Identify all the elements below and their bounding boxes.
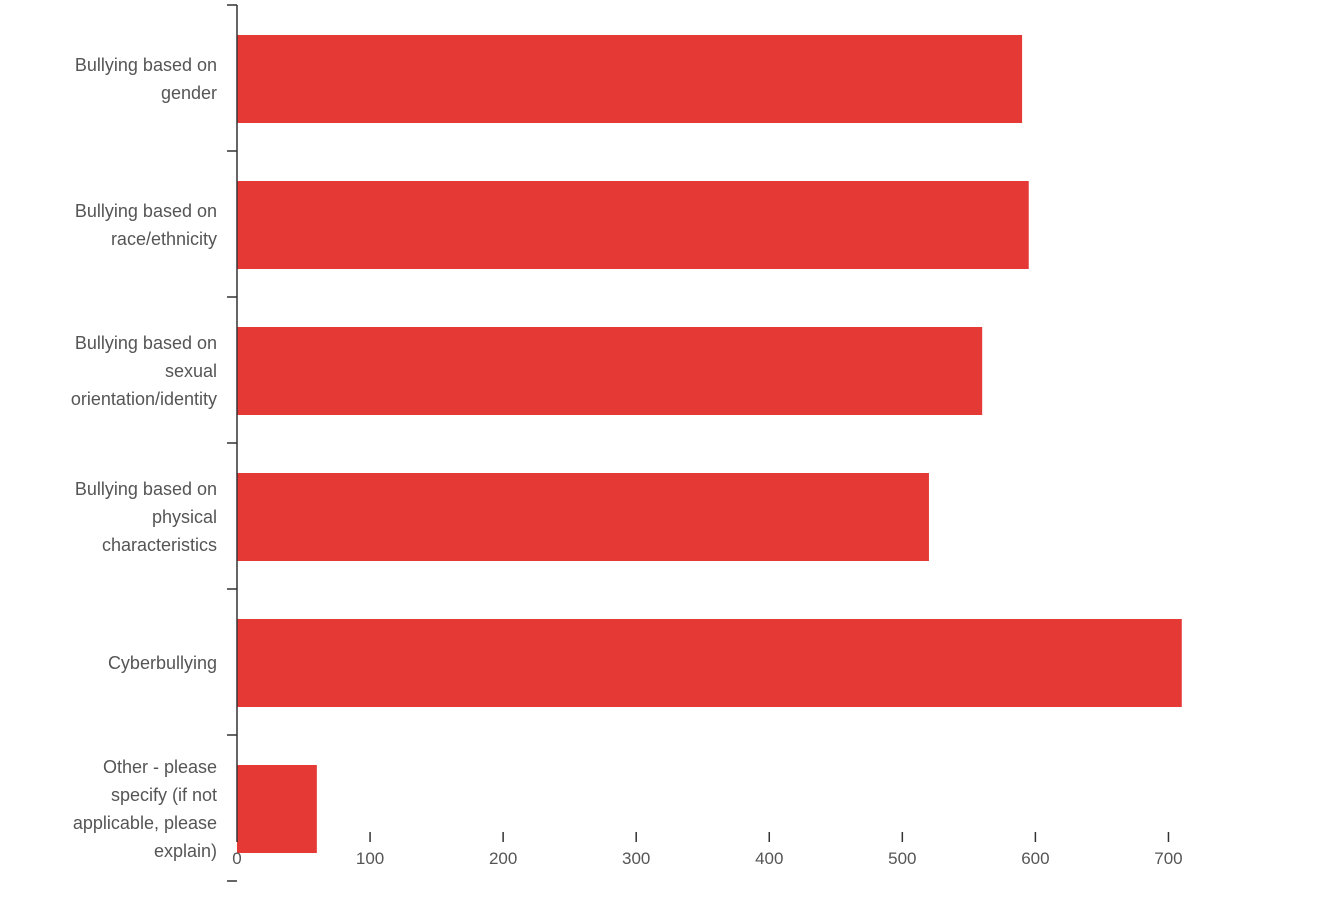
bars-layer xyxy=(237,35,1182,853)
category-label-5: Other - please specify (if not applicable,… xyxy=(73,757,217,861)
bar-2 xyxy=(237,327,983,415)
bar-0 xyxy=(237,35,1023,123)
category-label-4: Cyberbullying xyxy=(108,653,217,673)
category-label-line: explain) xyxy=(154,841,217,861)
x-tick-label-7: 700 xyxy=(1154,849,1182,868)
category-label-line: gender xyxy=(161,83,217,103)
x-tick-label-6: 600 xyxy=(1021,849,1049,868)
category-label-line: Bullying based on xyxy=(75,479,217,499)
x-tick-label-4: 400 xyxy=(755,849,783,868)
category-label-1: Bullying based on race/ethnicity xyxy=(75,201,217,249)
x-tick-label-1: 100 xyxy=(356,849,384,868)
axis-layer xyxy=(227,4,1170,882)
category-label-line: race/ethnicity xyxy=(111,229,217,249)
bar-3 xyxy=(237,473,929,561)
category-label-line: sexual xyxy=(165,361,217,381)
category-label-line: specify (if not xyxy=(111,785,217,805)
category-label-line: characteristics xyxy=(102,535,217,555)
category-label-line: physical xyxy=(152,507,217,527)
category-label-line: Bullying based on xyxy=(75,55,217,75)
category-label-line: Bullying based on xyxy=(75,333,217,353)
category-label-line: Other - please xyxy=(103,757,217,777)
bar-4 xyxy=(237,619,1182,707)
bar-5 xyxy=(237,765,317,853)
x-tick-label-0: 0 xyxy=(232,849,241,868)
category-label-line: Bullying based on xyxy=(75,201,217,221)
category-label-0: Bullying based on gender xyxy=(75,55,217,103)
category-label-line: Cyberbullying xyxy=(108,653,217,673)
category-label-3: Bullying based on physical characteristics xyxy=(75,479,217,555)
x-tick-label-2: 200 xyxy=(489,849,517,868)
category-label-2: Bullying based on sexual orientation/ident… xyxy=(71,333,217,409)
category-label-line: applicable, please xyxy=(73,813,217,833)
category-label-line: orientation/identity xyxy=(71,389,217,409)
x-tick-label-3: 300 xyxy=(622,849,650,868)
bar-1 xyxy=(237,181,1029,269)
x-tick-label-5: 500 xyxy=(888,849,916,868)
